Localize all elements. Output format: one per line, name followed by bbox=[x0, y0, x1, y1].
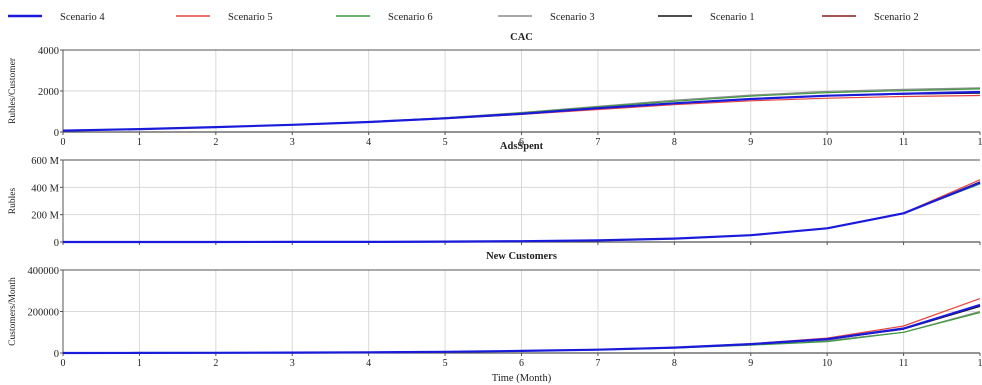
x-tick-label: 3 bbox=[290, 137, 295, 148]
panel-title: CAC bbox=[510, 32, 533, 43]
legend-label-scenario-5: Scenario 5 bbox=[228, 12, 273, 23]
x-tick-label: 5 bbox=[443, 137, 448, 148]
x-tick-label: 3 bbox=[290, 358, 295, 369]
x-tick-label: 1 bbox=[978, 358, 982, 369]
x-tick-label: 10 bbox=[822, 137, 832, 148]
x-tick-label: 4 bbox=[366, 358, 371, 369]
legend-label-scenario-3: Scenario 3 bbox=[550, 12, 595, 23]
y-tick-label: 0 bbox=[54, 349, 59, 360]
x-tick-label: 2 bbox=[213, 358, 218, 369]
x-tick-label: 1 bbox=[137, 137, 142, 148]
series-line-scenario-4 bbox=[63, 181, 981, 244]
y-tick-label: 400000 bbox=[28, 266, 60, 277]
x-tick-label: 7 bbox=[595, 137, 600, 148]
x-tick-label: 2 bbox=[213, 137, 218, 148]
x-tick-label: 6 bbox=[519, 358, 524, 369]
y-tick-label: 200 M bbox=[31, 211, 59, 222]
series-line-scenario-4 bbox=[62, 303, 981, 355]
x-tick-label: 10 bbox=[822, 358, 832, 369]
y-tick-label: 200000 bbox=[28, 308, 60, 319]
x-tick-label: 1 bbox=[978, 137, 982, 148]
x-tick-label: 4 bbox=[366, 137, 371, 148]
x-tick-label: 6 bbox=[519, 137, 524, 148]
x-tick-label: 11 bbox=[899, 137, 909, 148]
legend-label-scenario-6: Scenario 6 bbox=[388, 12, 433, 23]
panel-title: AdsSpent bbox=[500, 141, 544, 152]
x-tick-label: 9 bbox=[748, 358, 753, 369]
x-tick-label: 0 bbox=[61, 137, 66, 148]
chart-legend: Scenario 4 Scenario 5 Scenario 6 Scenario 3… bbox=[8, 12, 919, 23]
y-tick-label: 4000 bbox=[38, 46, 59, 57]
x-axis-label: Time (Month) bbox=[492, 373, 552, 384]
y-tick-label: 600 M bbox=[31, 156, 59, 167]
y-axis-label: Customers/Month bbox=[8, 277, 18, 346]
panel-adsspent: 0 200 M 400 M 600 M AdsSpent Rubles bbox=[8, 141, 981, 249]
legend-label-scenario-4: Scenario 4 bbox=[60, 12, 105, 23]
y-tick-label: 0 bbox=[54, 238, 59, 249]
x-tick-label: 1 bbox=[137, 358, 142, 369]
series-line-scenario-4 bbox=[62, 90, 981, 132]
y-tick-label: 0 bbox=[54, 128, 59, 139]
y-tick-label: 2000 bbox=[38, 87, 59, 98]
legend-label-scenario-1: Scenario 1 bbox=[710, 12, 755, 23]
x-tick-label: 9 bbox=[748, 137, 753, 148]
x-tick-label: 11 bbox=[899, 358, 909, 369]
x-tick-label: 5 bbox=[443, 358, 448, 369]
legend-label-scenario-2: Scenario 2 bbox=[874, 12, 919, 23]
x-tick-label: 7 bbox=[595, 358, 600, 369]
y-axis-label: Rubles bbox=[8, 188, 18, 215]
y-tick-label: 400 M bbox=[31, 183, 59, 194]
x-tick-label: 0 bbox=[61, 358, 66, 369]
x-tick-label: 8 bbox=[672, 137, 677, 148]
y-axis-label: Rubles/Customer bbox=[8, 57, 18, 124]
panel-title: New Customers bbox=[486, 251, 557, 262]
x-tick-label: 8 bbox=[672, 358, 677, 369]
